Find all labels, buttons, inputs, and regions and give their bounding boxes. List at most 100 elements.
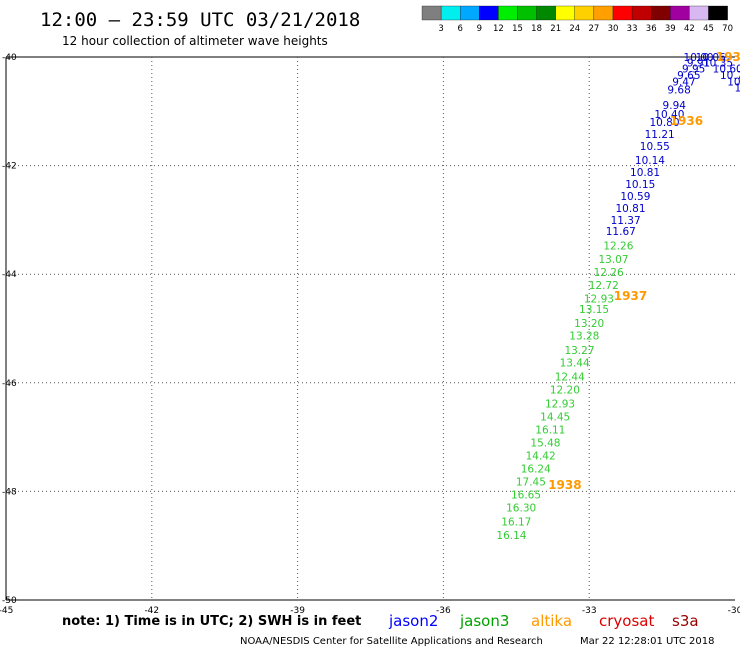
data-point-label: 11.37 bbox=[611, 215, 641, 227]
data-point-label: 12.93 bbox=[584, 294, 614, 306]
data-point-label: 9.94 bbox=[663, 100, 687, 112]
data-point-label: 10.59 bbox=[620, 191, 650, 203]
data-point-label: 9.47 bbox=[672, 76, 695, 88]
colorbar-swatch bbox=[708, 5, 728, 21]
data-point-label: 14.45 bbox=[540, 411, 570, 423]
y-tick-label: -48 bbox=[2, 487, 17, 497]
x-tick-label: -30 bbox=[728, 606, 740, 616]
colorbar-label: 42 bbox=[684, 24, 695, 34]
colorbar-label: 33 bbox=[627, 24, 638, 34]
data-point-label: 10.55 bbox=[640, 141, 670, 153]
colorbar-swatch bbox=[574, 5, 595, 21]
data-point-label: 10.06 bbox=[696, 52, 726, 64]
data-point-label: 16.14 bbox=[496, 530, 526, 542]
data-point-label: 14.42 bbox=[526, 451, 556, 463]
colorbar-label: 9 bbox=[477, 24, 482, 34]
data-point-label: 10.88 bbox=[735, 82, 740, 94]
colorbar-label: 24 bbox=[569, 24, 580, 34]
data-point-label: 16.11 bbox=[535, 424, 565, 436]
legend-item-cryosat: cryosat bbox=[599, 612, 654, 630]
data-point-label: 16.30 bbox=[506, 503, 536, 515]
data-point-label: 10.75 bbox=[720, 70, 740, 82]
data-point-label: 15.48 bbox=[530, 438, 560, 450]
legend-item-s3a: s3a bbox=[672, 612, 699, 630]
colorbar-swatch bbox=[593, 5, 614, 21]
data-point-label: 10.80 bbox=[649, 117, 679, 129]
data-point-label: 11.67 bbox=[606, 226, 636, 238]
data-point-label: 10.60 bbox=[713, 63, 740, 75]
data-point-label: 13.28 bbox=[569, 331, 599, 343]
data-point-label: 13.20 bbox=[574, 318, 604, 330]
y-tick-label: -46 bbox=[2, 379, 17, 389]
colorbar-swatch bbox=[517, 5, 537, 21]
colorbar-label: 36 bbox=[646, 24, 657, 34]
colorbar-swatch bbox=[631, 5, 652, 21]
data-point-label: 13.15 bbox=[579, 304, 609, 316]
data-point-label: 10.40 bbox=[654, 109, 684, 121]
time-mark-label: 1937 bbox=[614, 289, 647, 303]
colorbar-label: 15 bbox=[512, 24, 523, 34]
data-point-label: 10.14 bbox=[635, 155, 665, 167]
colorbar-swatch bbox=[460, 5, 480, 21]
data-point-label: 12.26 bbox=[594, 267, 624, 279]
colorbar-label: 39 bbox=[665, 24, 676, 34]
time-mark-label: 1935 bbox=[716, 50, 740, 64]
data-point-label: 13.27 bbox=[564, 345, 594, 357]
legend-item-jason2: jason2 bbox=[388, 612, 438, 630]
colorbar-swatch bbox=[555, 5, 575, 21]
time-mark-label: 1938 bbox=[548, 478, 581, 492]
colorbar-label: 12 bbox=[493, 24, 504, 34]
colorbar-swatch bbox=[479, 5, 499, 21]
data-point-label: 17.45 bbox=[516, 477, 546, 489]
footer-note: note: 1) Time is in UTC; 2) SWH is in fe… bbox=[62, 614, 361, 629]
colorbar-label: 27 bbox=[588, 24, 599, 34]
data-point-label: 16.65 bbox=[511, 490, 541, 502]
data-point-label: 16.24 bbox=[521, 464, 551, 476]
y-tick-label: -50 bbox=[2, 596, 17, 606]
colorbar-swatch bbox=[670, 5, 690, 21]
plot-area: -45 -42 -39 -36 -33 -30 -40 -42 -44 -46 -48 -50 10… bbox=[0, 50, 740, 616]
time-mark-label: 1936 bbox=[670, 114, 703, 128]
colorbar-swatch bbox=[651, 5, 671, 21]
colorbar-label: 21 bbox=[550, 24, 561, 34]
colorbar-label: 30 bbox=[608, 24, 619, 34]
data-point-label: 12.72 bbox=[589, 280, 619, 292]
data-point-label: 12.20 bbox=[550, 384, 580, 396]
data-point-label: 9.65 bbox=[677, 70, 700, 82]
x-tick-label: -45 bbox=[0, 606, 13, 616]
data-point-label: 9.91 bbox=[687, 57, 710, 69]
colorbar-swatch bbox=[612, 5, 633, 21]
data-point-label: 10.81 bbox=[630, 167, 660, 179]
data-point-label: 13.07 bbox=[598, 254, 628, 266]
y-tick-label: -40 bbox=[2, 53, 17, 63]
data-point-label: 12.93 bbox=[545, 398, 575, 410]
colorbar-label: 3 bbox=[438, 24, 443, 34]
data-point-label: 10.55 bbox=[727, 76, 740, 88]
page-subtitle: 12 hour collection of altimeter wave hei… bbox=[62, 34, 328, 48]
x-tick-labels: -45 -42 -39 -36 -33 -30 bbox=[0, 606, 740, 616]
footer-credit: NOAA/NESDIS Center for Satellite Applica… bbox=[240, 636, 543, 647]
x-tick-label: -36 bbox=[436, 606, 451, 616]
footer-timestamp: Mar 22 12:28:01 UTC 2018 bbox=[580, 636, 715, 647]
data-point-label: 16.17 bbox=[501, 516, 531, 528]
x-tick-label: -33 bbox=[582, 606, 597, 616]
data-point-label: 10.15 bbox=[625, 179, 655, 191]
colorbar-swatch bbox=[536, 5, 556, 21]
x-tick-label: -42 bbox=[144, 606, 159, 616]
colorbar-label: 45 bbox=[703, 24, 714, 34]
page-title: 12:00 – 23:59 UTC 03/21/2018 bbox=[40, 9, 360, 31]
colorbar-swatch bbox=[440, 5, 461, 21]
data-point-label: 12.26 bbox=[603, 240, 633, 252]
grid bbox=[6, 57, 735, 600]
legend-item-jason3: jason3 bbox=[459, 612, 509, 630]
colorbar-swatch bbox=[498, 5, 518, 21]
colorbar-label: 18 bbox=[531, 24, 542, 34]
legend-item-altika: altika bbox=[531, 612, 572, 630]
y-tick-label: -42 bbox=[2, 162, 17, 172]
colorbar-label: 70 bbox=[722, 24, 733, 34]
y-tick-label: -44 bbox=[2, 270, 17, 280]
satellite-legend: jason2 jason3 altika cryosat s3a bbox=[388, 612, 699, 630]
data-point-label: 13.44 bbox=[560, 358, 590, 370]
